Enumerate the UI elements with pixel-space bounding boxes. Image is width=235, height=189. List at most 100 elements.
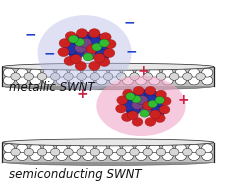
Circle shape (116, 104, 126, 113)
Circle shape (109, 68, 120, 77)
Circle shape (89, 29, 100, 38)
Circle shape (79, 38, 92, 48)
Circle shape (70, 76, 81, 85)
Circle shape (144, 95, 158, 106)
Circle shape (132, 118, 143, 126)
Ellipse shape (2, 83, 214, 90)
Circle shape (83, 53, 93, 61)
Circle shape (4, 144, 15, 153)
Circle shape (64, 148, 73, 156)
Circle shape (103, 73, 113, 80)
Circle shape (175, 76, 186, 85)
Circle shape (77, 73, 86, 80)
Circle shape (126, 93, 135, 100)
Circle shape (127, 111, 138, 120)
Circle shape (109, 152, 120, 160)
Circle shape (169, 73, 179, 80)
Circle shape (30, 144, 41, 153)
Circle shape (109, 76, 120, 85)
Circle shape (83, 68, 94, 77)
Circle shape (149, 144, 160, 153)
Text: −: − (25, 27, 36, 41)
Circle shape (77, 41, 92, 53)
Circle shape (83, 152, 94, 160)
Circle shape (122, 68, 133, 77)
Circle shape (136, 144, 147, 153)
Circle shape (143, 101, 153, 110)
Circle shape (140, 110, 149, 117)
Circle shape (94, 40, 109, 52)
Circle shape (30, 76, 41, 85)
Circle shape (145, 86, 156, 95)
Circle shape (83, 144, 94, 153)
Text: +: + (76, 88, 88, 101)
Circle shape (83, 76, 94, 85)
Circle shape (51, 148, 60, 156)
Circle shape (65, 39, 79, 50)
Circle shape (98, 57, 110, 67)
Circle shape (131, 91, 145, 102)
Circle shape (133, 86, 144, 95)
Text: −: − (126, 44, 137, 58)
Text: +: + (177, 93, 189, 107)
Circle shape (11, 148, 20, 156)
Circle shape (202, 144, 213, 153)
Circle shape (136, 68, 147, 77)
Text: −: − (43, 46, 55, 60)
Circle shape (37, 73, 47, 80)
Circle shape (162, 68, 173, 77)
Circle shape (136, 76, 147, 85)
Ellipse shape (2, 63, 214, 70)
Ellipse shape (2, 139, 214, 146)
Circle shape (145, 118, 156, 126)
Circle shape (59, 39, 70, 48)
Circle shape (121, 100, 135, 111)
Circle shape (130, 148, 139, 156)
Circle shape (43, 144, 54, 153)
Circle shape (122, 144, 133, 153)
Circle shape (149, 68, 160, 77)
Circle shape (123, 89, 133, 98)
Circle shape (126, 104, 140, 115)
Circle shape (188, 76, 200, 85)
Circle shape (156, 148, 166, 156)
Circle shape (99, 39, 109, 47)
Circle shape (74, 33, 89, 45)
Circle shape (122, 76, 133, 85)
Circle shape (96, 144, 107, 153)
Circle shape (56, 144, 67, 153)
Circle shape (109, 144, 120, 153)
Circle shape (92, 43, 102, 51)
Circle shape (117, 148, 126, 156)
Circle shape (132, 95, 141, 103)
Circle shape (4, 76, 15, 85)
Circle shape (96, 152, 107, 160)
Circle shape (136, 90, 150, 101)
Circle shape (75, 61, 86, 70)
Circle shape (150, 97, 164, 108)
Circle shape (4, 152, 15, 160)
Circle shape (70, 144, 81, 153)
Circle shape (122, 96, 136, 107)
Circle shape (117, 73, 126, 80)
Circle shape (89, 61, 100, 70)
Polygon shape (2, 67, 214, 86)
Circle shape (100, 33, 111, 42)
Circle shape (84, 46, 98, 58)
Circle shape (175, 144, 186, 153)
Text: metallic SWNT: metallic SWNT (9, 81, 95, 94)
Circle shape (140, 107, 152, 116)
Circle shape (68, 35, 78, 43)
Circle shape (64, 56, 75, 66)
Circle shape (56, 68, 67, 77)
Circle shape (96, 68, 107, 77)
Circle shape (86, 44, 98, 54)
Circle shape (83, 50, 96, 60)
Circle shape (43, 152, 54, 160)
Circle shape (136, 95, 148, 105)
Circle shape (94, 50, 109, 61)
Polygon shape (2, 142, 214, 162)
Circle shape (105, 40, 116, 49)
Circle shape (70, 68, 81, 77)
Circle shape (150, 106, 164, 118)
